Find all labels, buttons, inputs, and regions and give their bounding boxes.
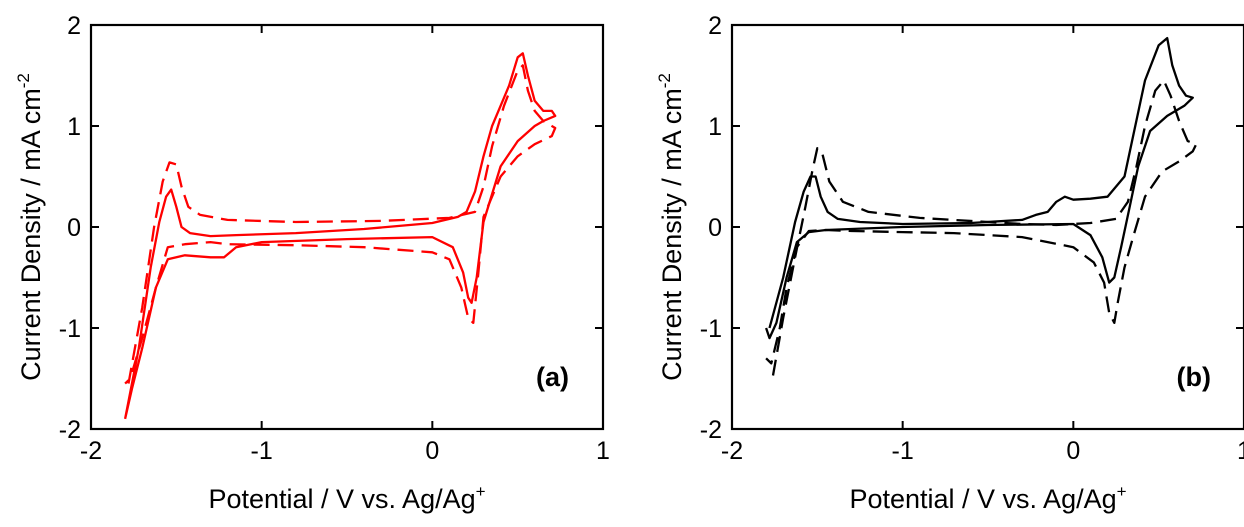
y-tick-labels-b: -2 -1 0 1 2 bbox=[700, 12, 722, 444]
y-tick-label: 1 bbox=[708, 113, 722, 141]
x-axis-label-text-a: Potential / V vs. Ag/Ag bbox=[208, 484, 475, 514]
x-tick-label: -2 bbox=[80, 437, 102, 465]
solid-series-line bbox=[123, 52, 557, 420]
x-tick-label: -1 bbox=[251, 437, 273, 465]
y-axis-label-a: Current Density / mA cm-2 bbox=[14, 73, 46, 381]
x-tick-label: 1 bbox=[1237, 437, 1244, 465]
x-tick-label: -1 bbox=[892, 437, 914, 465]
plot-frame-a bbox=[89, 23, 605, 431]
y-tick-label: -2 bbox=[59, 416, 81, 444]
tick-marks-a bbox=[90, 24, 604, 430]
y-tick-labels-a: -2 -1 0 1 2 bbox=[59, 12, 81, 444]
x-tick-label: 0 bbox=[425, 437, 439, 465]
y-axis-label-sup-a: -2 bbox=[14, 73, 33, 88]
y-axis-label-sup-b: -2 bbox=[655, 73, 674, 88]
x-axis-label-sup-a: + bbox=[476, 482, 486, 501]
y-axis-label-text-a: Current Density / mA cm bbox=[16, 88, 46, 381]
y-axis-label-b: Current Density / mA cm-2 bbox=[655, 73, 687, 381]
tick-marks-b bbox=[731, 24, 1244, 430]
y-tick-label: 0 bbox=[708, 214, 722, 242]
y-tick-label: -1 bbox=[700, 315, 722, 343]
y-tick-label: 0 bbox=[67, 214, 81, 242]
x-axis-label-sup-b: + bbox=[1117, 482, 1127, 501]
x-tick-labels-b: -2 -1 0 1 bbox=[721, 437, 1244, 465]
x-tick-label: -2 bbox=[721, 437, 743, 465]
x-axis-label-b: Potential / V vs. Ag/Ag+ bbox=[849, 482, 1126, 514]
panel-label-b: (b) bbox=[1177, 362, 1211, 392]
x-tick-label: 1 bbox=[596, 437, 610, 465]
y-axis-label-text-b: Current Density / mA cm bbox=[657, 88, 687, 381]
panel-b: -2 -1 0 1 -2 -1 0 1 2 (b) Potential / V vs. Ag/… bbox=[655, 12, 1244, 514]
x-tick-label: 0 bbox=[1066, 437, 1080, 465]
solid-series-line bbox=[765, 36, 1194, 340]
series-lines-b bbox=[765, 36, 1198, 376]
series-lines-a bbox=[123, 52, 557, 420]
panel-a: -2 -1 0 1 -2 -1 0 1 2 (a) Potential / V vs. Ag/… bbox=[14, 12, 610, 514]
x-axis-label-text-b: Potential / V vs. Ag/Ag bbox=[849, 484, 1116, 514]
dashed-series-line bbox=[765, 79, 1198, 376]
y-tick-label: -2 bbox=[700, 416, 722, 444]
y-tick-label: -1 bbox=[59, 315, 81, 343]
x-tick-labels-a: -2 -1 0 1 bbox=[80, 437, 610, 465]
dashed-series-line bbox=[124, 64, 557, 385]
y-tick-label: 1 bbox=[67, 113, 81, 141]
panel-label-a: (a) bbox=[536, 362, 569, 392]
y-tick-label: 2 bbox=[67, 12, 81, 40]
y-tick-label: 2 bbox=[708, 12, 722, 40]
x-axis-label-a: Potential / V vs. Ag/Ag+ bbox=[208, 482, 485, 514]
